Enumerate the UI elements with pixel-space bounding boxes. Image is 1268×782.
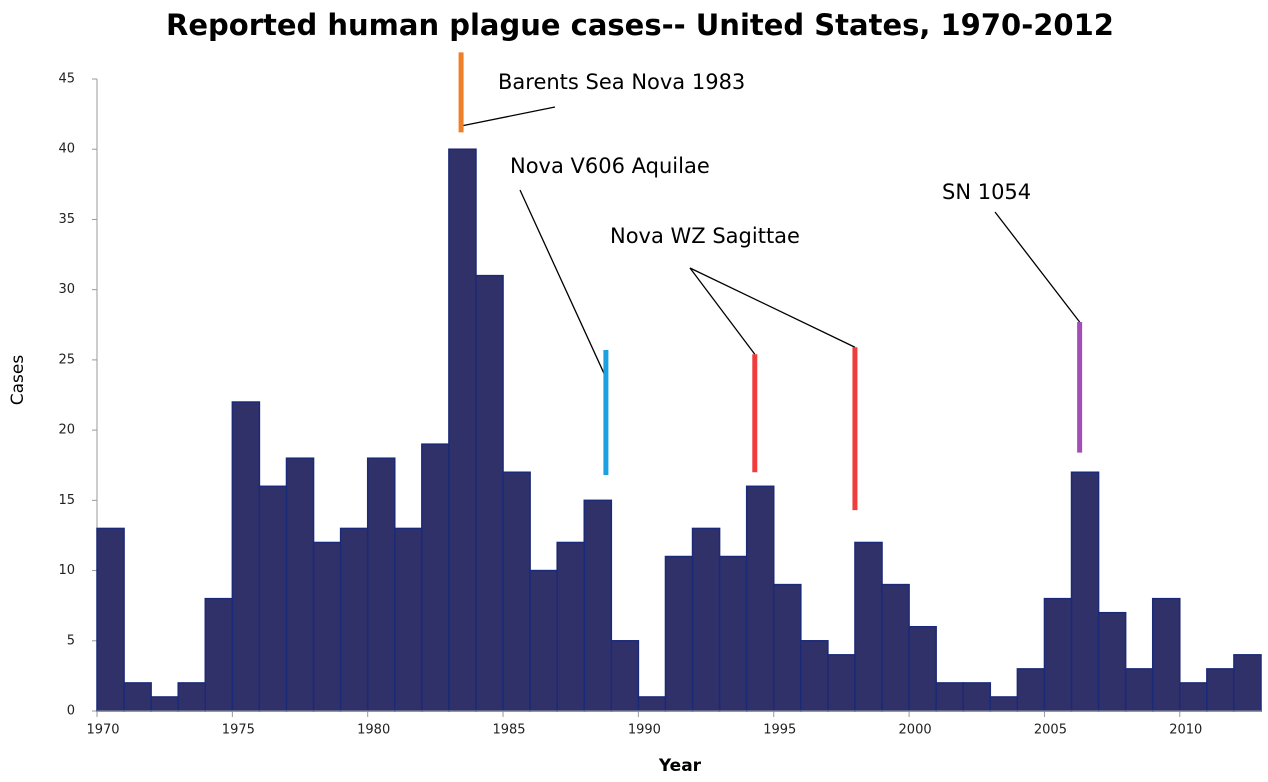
bar [529, 569, 558, 712]
annotation-label: Nova WZ Sagittae [610, 224, 800, 248]
x-tick-label: 1975 [222, 723, 255, 738]
bar [285, 457, 315, 712]
bar [691, 527, 721, 712]
x-tick-label: 1985 [492, 723, 525, 738]
bar [1070, 471, 1100, 712]
y-tick-label: 35 [58, 212, 75, 227]
bar [854, 541, 883, 712]
bar [1097, 611, 1127, 712]
bar [96, 527, 125, 712]
bar [772, 583, 802, 712]
bar [664, 555, 694, 712]
bar [448, 148, 477, 712]
annotation-label: SN 1054 [942, 180, 1031, 204]
annotation-label: Barents Sea Nova 1983 [498, 70, 745, 94]
annotation-leader [994, 211, 1081, 323]
bar [502, 471, 531, 712]
bar [258, 485, 288, 712]
y-tick-label: 10 [58, 563, 75, 578]
bar [583, 499, 613, 712]
bar [962, 682, 992, 712]
bar [339, 527, 369, 712]
x-tick-label: 1970 [86, 723, 119, 738]
bar [1043, 597, 1073, 712]
y-tick-label: 45 [58, 72, 75, 87]
x-tick-label: 1990 [628, 723, 661, 738]
bar [556, 541, 586, 712]
bar [800, 640, 829, 712]
bar [231, 401, 261, 712]
bar [312, 541, 342, 712]
y-tick-label: 20 [58, 423, 75, 438]
bar [150, 696, 179, 712]
x-tick-label: 2000 [899, 723, 932, 738]
chart-title: Reported human plague cases-- United Sta… [166, 8, 1114, 42]
bar [1151, 597, 1181, 712]
annotation-leader [519, 189, 607, 378]
annotation-leader [460, 106, 556, 127]
bar [394, 527, 423, 712]
bar [1233, 654, 1262, 712]
bar [475, 274, 504, 712]
bar [610, 640, 640, 712]
bar [908, 625, 937, 712]
y-tick-label: 30 [58, 282, 75, 297]
annotation-label: Nova V606 Aquilae [510, 154, 710, 178]
y-tick-label: 5 [67, 633, 75, 648]
annotation-leader [689, 267, 756, 355]
x-tick-label: 2010 [1169, 723, 1202, 738]
x-tick-label: 1980 [357, 723, 390, 738]
bar [718, 555, 748, 712]
annotation-leader [689, 267, 856, 348]
x-tick-label: 1995 [763, 723, 796, 738]
y-tick-label: 40 [58, 142, 75, 157]
bar [421, 443, 450, 712]
y-tick-label: 15 [58, 493, 75, 508]
bar [1124, 668, 1154, 712]
y-tick-label: 25 [58, 352, 75, 367]
y-axis-label: Cases [8, 355, 28, 406]
bar [177, 682, 207, 712]
bar [881, 583, 910, 712]
bar [989, 696, 1019, 712]
bar [745, 485, 775, 712]
x-axis-label: Year [658, 756, 702, 776]
bar [366, 457, 396, 712]
bar [935, 682, 964, 712]
x-tick-label: 2005 [1034, 723, 1067, 738]
bar [1016, 668, 1046, 712]
bar [204, 597, 234, 712]
bar [827, 654, 856, 712]
y-tick-label: 0 [67, 704, 75, 719]
bar [1206, 668, 1235, 712]
bar [1179, 682, 1208, 712]
bar [637, 696, 667, 712]
bar [123, 682, 152, 712]
